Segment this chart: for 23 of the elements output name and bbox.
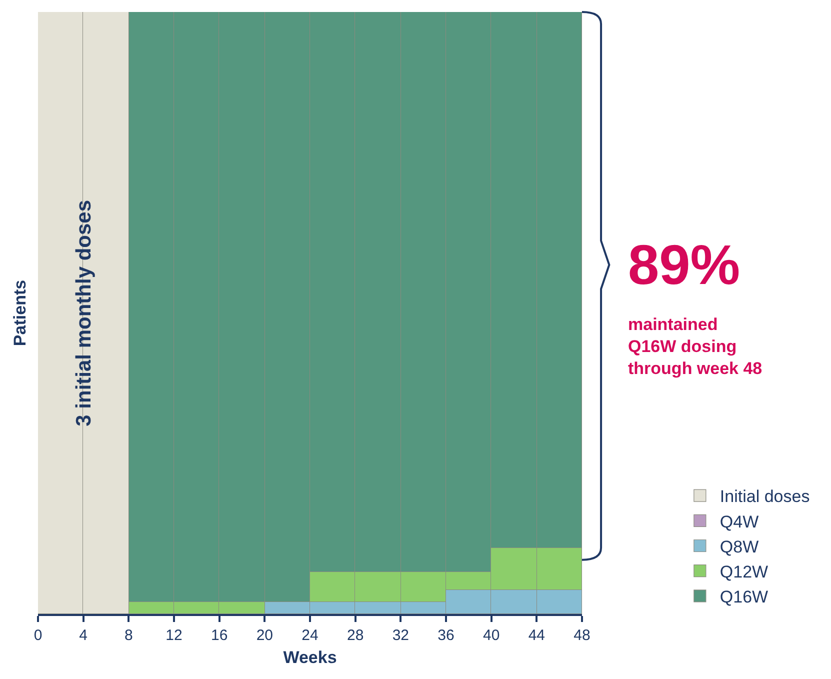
legend-label: Q16W [720,588,768,607]
x-tick-label: 12 [166,627,182,644]
x-tick-label: 48 [574,627,590,644]
annotation: 3 initial monthly doses [72,200,96,426]
text: maintained Q16W dosing through week 48 [628,315,762,378]
x-tick-label: 32 [392,627,410,644]
text: 89% [628,233,740,296]
legend-label: Initial doses [720,487,810,506]
x-tick-label: 44 [528,627,546,644]
y-axis-title: Patients [10,280,30,346]
x-tick-label: 28 [346,627,364,644]
x-tick-label: 0 [34,627,42,644]
x-tick-label: 40 [482,627,500,644]
x-tick-label: 16 [210,627,228,644]
legend-label: Q12W [720,562,768,582]
x-tick-label: 24 [302,627,318,644]
legend-label: Q8W [720,537,759,556]
x-tick-label: 4 [79,627,88,644]
x-tick-label: 20 [256,627,274,644]
legend-label: Q4W [720,512,759,532]
x-tick-label: 36 [438,627,454,644]
x-tick-label: 8 [124,627,133,644]
x-axis-title: Weeks [283,648,337,667]
